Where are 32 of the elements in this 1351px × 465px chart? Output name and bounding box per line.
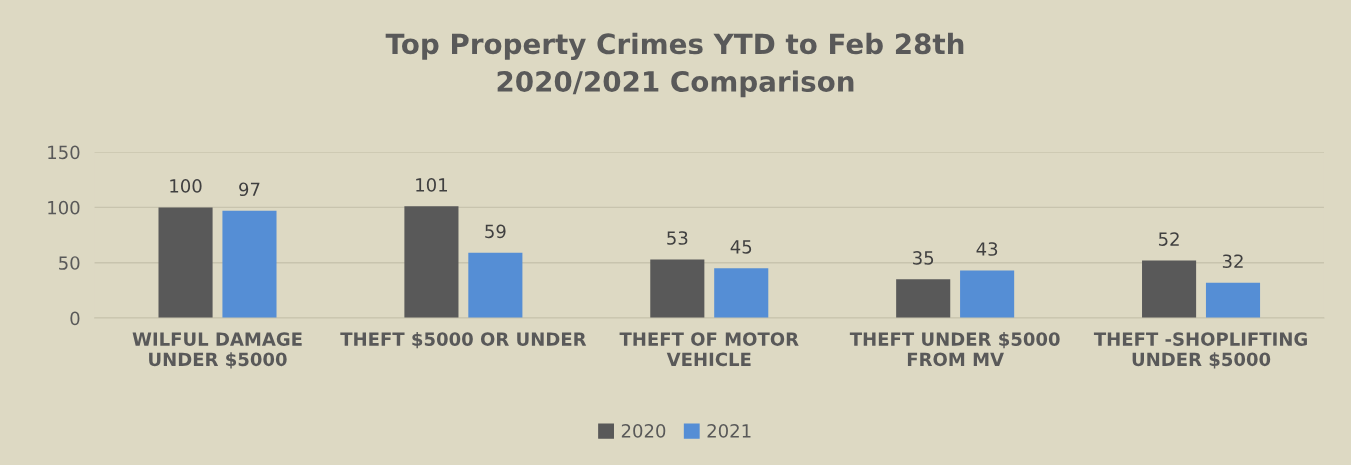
x-tick-label: WILFUL DAMAGE UNDER $5000: [132, 332, 302, 369]
bar: [960, 270, 1015, 319]
y-tick-label: 150: [48, 145, 80, 160]
bar: [222, 210, 277, 319]
data-label: 43: [976, 242, 998, 256]
y-tick-label: 0: [70, 311, 80, 326]
legend-label: 2021: [707, 424, 751, 438]
data-label: 32: [1222, 254, 1243, 269]
y-tick-label: 100: [48, 200, 80, 215]
data-label: 53: [667, 231, 688, 245]
x-tick-label: THEFT -SHOPLIFTING UNDER $5000: [1093, 332, 1307, 369]
data-label: 35: [913, 251, 934, 265]
data-label: 97: [239, 182, 260, 197]
bar: [404, 206, 459, 319]
x-tick-label: THEFT $5000 OR UNDER: [340, 331, 587, 349]
data-label: 59: [485, 224, 506, 239]
data-label: 101: [416, 178, 447, 192]
bar: [1205, 282, 1261, 319]
bar: [714, 268, 769, 319]
bar: [650, 259, 705, 319]
data-label: 45: [730, 240, 752, 254]
bar: [896, 279, 951, 319]
data-label: 52: [1158, 232, 1179, 246]
y-tick-label: 50: [59, 256, 80, 270]
x-tick-label: THEFT OF MOTOR VEHICLE: [619, 332, 799, 367]
data-label: 100: [170, 179, 202, 193]
bar: [468, 252, 523, 319]
x-tick-label: THEFT UNDER $5000 FROM MV: [849, 331, 1060, 367]
bar: [1142, 260, 1197, 319]
bar: [158, 207, 213, 319]
chart-title: Top Property Crimes YTD to Feb 28th 2020/2021 Comparison: [385, 32, 964, 98]
legend-label: 2020: [621, 424, 666, 438]
